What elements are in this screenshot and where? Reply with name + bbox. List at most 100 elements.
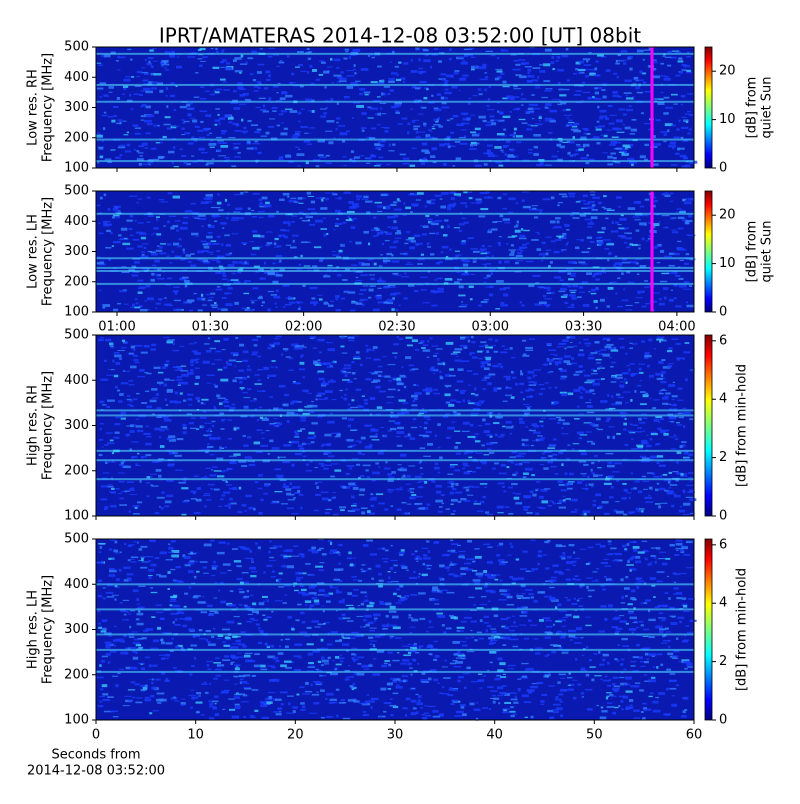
spectrogram-speckle [244, 280, 251, 282]
spectrogram-speckle [187, 398, 192, 400]
spectrogram-speckle [328, 141, 333, 144]
spectrogram-speckle [234, 194, 241, 195]
spectrogram-speckle [208, 232, 213, 234]
spectrogram-speckle [118, 493, 121, 494]
spectrogram-speckle [254, 90, 259, 92]
spectrogram-speckle [367, 476, 370, 478]
spectrogram-speckle [455, 141, 461, 143]
spectrogram-speckle [296, 579, 300, 582]
spectrogram-speckle [678, 413, 683, 414]
spectrogram-speckle [595, 351, 600, 353]
spectrogram-speckle [419, 426, 422, 427]
spectrogram-speckle [177, 57, 180, 58]
spectrogram-speckle [224, 338, 229, 341]
spectrogram-speckle [582, 488, 589, 489]
spectrogram-speckle [548, 88, 551, 89]
spectrogram-speckle [142, 456, 147, 458]
spectrogram-speckle [314, 510, 319, 511]
spectrogram-speckle [167, 464, 174, 467]
spectrogram-speckle [348, 418, 354, 420]
spectrogram-speckle [615, 63, 620, 65]
spectrogram-speckle [519, 119, 526, 120]
spectrogram-speckle [587, 201, 594, 203]
spectrogram-speckle [544, 363, 548, 365]
spectrogram-speckle [455, 359, 462, 361]
spectrogram-speckle [395, 110, 399, 112]
spectrogram-speckle [286, 297, 294, 298]
spectrogram-speckle [491, 122, 496, 125]
spectrogram-speckle [638, 364, 645, 365]
spectrogram-speckle [624, 489, 628, 492]
spectrogram-speckle [377, 66, 382, 68]
spectrogram-speckle [531, 474, 535, 476]
spectrogram-speckle [606, 69, 611, 72]
spectrogram-speckle [687, 132, 691, 134]
spectrogram-speckle [435, 195, 442, 197]
spectrogram-speckle [574, 418, 580, 419]
spectrogram-speckle [633, 424, 638, 426]
spectrogram-speckle [568, 193, 575, 195]
spectrogram-speckle [172, 605, 180, 608]
spectrogram-speckle [529, 381, 534, 382]
spectrogram-speckle [156, 250, 162, 252]
spectrogram-speckle [290, 494, 295, 496]
spectrogram-speckle [132, 274, 139, 276]
spectrogram-speckle [489, 286, 493, 288]
spectrogram-speckle [609, 408, 616, 409]
spectrogram-speckle [606, 243, 614, 245]
spectrogram-speckle [252, 339, 258, 341]
spectrogram-speckle [427, 504, 431, 506]
spectrogram-speckle [132, 124, 138, 126]
spectrogram-speckle [583, 146, 585, 148]
spectrogram-speckle [212, 243, 220, 245]
spectrogram-speckle [587, 248, 590, 249]
spectrogram-speckle [423, 97, 427, 99]
spectrogram-speckle [520, 373, 523, 376]
spectrogram-speckle [96, 205, 100, 207]
spectrogram-speckle [613, 157, 617, 159]
spectrogram-speckle [347, 592, 352, 595]
spectrogram-speckle [667, 350, 672, 352]
spectrogram-speckle [351, 302, 358, 304]
spectrogram-speckle [139, 548, 143, 551]
spectrogram-speckle [516, 135, 523, 137]
spectrogram-speckle [208, 433, 211, 436]
spectrogram-speckle [169, 216, 176, 217]
spectrogram-speckle [269, 396, 273, 397]
spectrogram-speckle [612, 127, 619, 130]
spectrogram-speckle [280, 97, 286, 100]
spectrogram-speckle [105, 247, 111, 249]
spectrogram-speckle [606, 130, 611, 131]
spectrogram-speckle [653, 476, 659, 478]
spectrogram-speckle [249, 464, 256, 466]
spectrogram-speckle [404, 272, 406, 274]
spectrogram-speckle [545, 107, 549, 109]
spectrogram-speckle [247, 147, 253, 149]
spectrogram-speckle [342, 599, 345, 601]
spectrogram-speckle [495, 308, 500, 309]
spectrogram-speckle [634, 201, 641, 204]
spectrogram-speckle [510, 347, 513, 349]
spectrogram-speckle [119, 154, 122, 156]
spectrogram-speckle [661, 371, 666, 374]
spectrogram-speckle [555, 217, 561, 219]
spectrogram-speckle [686, 70, 691, 72]
spectrogram-speckle [222, 278, 227, 279]
spectrogram-speckle [523, 462, 530, 463]
spectrogram-speckle [128, 228, 132, 230]
spectrogram-speckle [280, 132, 287, 135]
spectrogram-speckle [321, 492, 329, 493]
spectrogram-speckle [134, 359, 139, 361]
spectrogram-speckle [628, 613, 633, 614]
spectrogram-speckle [648, 339, 652, 342]
spectrogram-speckle [324, 434, 331, 437]
spectrogram-speckle [436, 215, 438, 216]
spectrogram-speckle [316, 165, 320, 167]
spectrogram-speckle [685, 165, 691, 168]
spectrogram-speckle [570, 215, 573, 217]
spectrogram-speckle [298, 657, 303, 658]
spectrogram-speckle [133, 239, 140, 241]
spectrogram-speckle [129, 430, 134, 433]
spectrogram-speckle [657, 455, 663, 457]
spectrogram-speckle [403, 158, 410, 160]
